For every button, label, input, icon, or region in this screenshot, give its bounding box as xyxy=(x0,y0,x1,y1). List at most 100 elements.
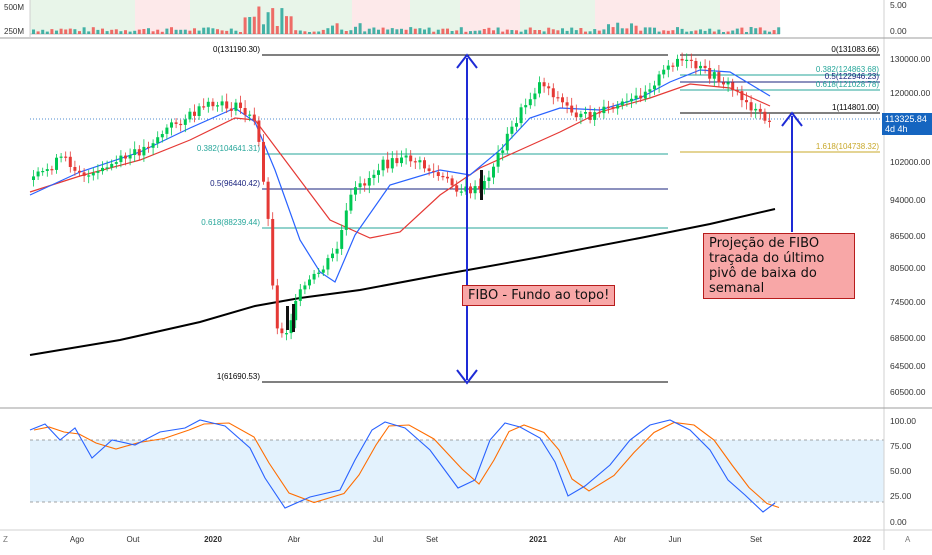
fibo-left-label: 0(131190.30) xyxy=(213,45,260,54)
fibo-right-label: 0.382(124863.68) xyxy=(816,65,880,74)
candle-body xyxy=(358,183,362,188)
candle-body xyxy=(220,101,224,106)
candle-body xyxy=(239,102,242,108)
volume-bar xyxy=(722,32,725,34)
volume-bar xyxy=(142,29,146,34)
volume-bar xyxy=(257,6,261,34)
candle-body xyxy=(367,178,371,186)
time-tick-label: Abr xyxy=(288,535,301,544)
volume-bar xyxy=(616,22,620,34)
candle-body xyxy=(303,285,307,290)
volume-bar xyxy=(528,27,532,34)
volume-bar xyxy=(110,29,114,34)
candle-body xyxy=(492,166,495,178)
candle-body xyxy=(409,155,413,162)
volume-bar xyxy=(32,29,35,34)
volume-bar xyxy=(680,28,684,34)
candle-body xyxy=(620,101,624,106)
volume-bar xyxy=(404,29,408,34)
volume-bar xyxy=(372,27,376,34)
volume-bar xyxy=(524,29,528,34)
price-tick-label: 120000.00 xyxy=(890,88,930,98)
candle-body xyxy=(286,306,289,330)
candle-body xyxy=(271,219,275,286)
candle-body xyxy=(321,269,325,273)
candle-body xyxy=(202,106,206,108)
candle-body xyxy=(400,157,403,164)
volume-bar xyxy=(551,29,555,34)
time-tick-label: Jun xyxy=(669,535,682,544)
candle-body xyxy=(137,149,141,156)
volume-bar xyxy=(160,31,164,34)
candle-body xyxy=(45,169,49,171)
price-panel: 0(131190.30) 0.382(104641.31) 0.5(96440.42… xyxy=(29,45,884,385)
volume-bar xyxy=(202,27,206,34)
volume-bar xyxy=(82,27,86,34)
volume-bar xyxy=(611,27,615,34)
volume-bar xyxy=(482,29,486,34)
volume-bar xyxy=(515,30,518,34)
volume-zone xyxy=(30,0,135,34)
time-tick-label: Jul xyxy=(373,535,383,544)
volume-bar xyxy=(179,29,183,34)
volume-bar xyxy=(740,27,744,34)
candle-body xyxy=(317,272,321,274)
volume-bar xyxy=(105,31,109,34)
candle-body xyxy=(68,156,72,167)
volume-bar xyxy=(114,29,118,34)
volume-bar xyxy=(441,28,445,34)
volume-bar xyxy=(570,27,574,34)
volume-bar xyxy=(289,16,293,34)
volume-bar xyxy=(344,31,348,34)
volume-bar xyxy=(96,29,100,34)
candle-body xyxy=(763,111,767,121)
volume-bar xyxy=(128,31,132,34)
time-tick-label: 2020 xyxy=(204,535,222,544)
volume-bar xyxy=(501,31,505,34)
candle-body xyxy=(82,172,86,176)
candle-body xyxy=(41,171,45,173)
candle-body xyxy=(432,170,436,173)
candle-body xyxy=(275,285,279,329)
candle-body xyxy=(404,155,408,158)
candle-body xyxy=(73,167,77,171)
projection-arrow-head xyxy=(781,111,803,127)
price-tick-label: 64500.00 xyxy=(890,361,926,371)
volume-bar xyxy=(216,29,219,34)
volume-bar xyxy=(101,28,104,34)
volume-bar xyxy=(496,27,500,34)
volume-bar xyxy=(234,30,238,34)
candle-body xyxy=(110,163,114,168)
volume-bar xyxy=(505,29,509,34)
volume-bar xyxy=(579,28,583,34)
volume-bar xyxy=(386,29,390,34)
volume-bar xyxy=(68,28,72,34)
volume-bar xyxy=(50,29,54,34)
volume-bar xyxy=(275,26,279,34)
fibo-right-label: 0.618(121028.78) xyxy=(816,80,880,89)
candle-body xyxy=(312,273,316,280)
volume-bar xyxy=(542,31,546,34)
candle-body xyxy=(768,120,771,122)
volume-bar xyxy=(36,31,40,34)
volume-bar xyxy=(262,24,265,34)
volume-bar xyxy=(390,28,394,34)
volume-bar xyxy=(634,25,638,34)
volume-bar xyxy=(593,29,597,34)
volume-bar xyxy=(487,27,491,34)
timezone-z-icon: Z xyxy=(3,535,8,544)
candle-body xyxy=(363,183,367,186)
volume-bar xyxy=(87,31,91,34)
candle-body xyxy=(625,101,629,103)
time-tick-label: Out xyxy=(127,535,141,544)
auto-scale-icon: A xyxy=(905,535,911,544)
candle-body xyxy=(666,65,670,70)
volume-bar xyxy=(703,30,707,34)
candle-body xyxy=(119,155,123,163)
volume-bar xyxy=(266,12,270,34)
candle-body xyxy=(64,156,68,158)
candle-body xyxy=(331,253,334,259)
last-price-value: 113325.84 xyxy=(885,114,927,124)
volume-zone xyxy=(352,0,410,34)
candle-body xyxy=(206,101,210,107)
